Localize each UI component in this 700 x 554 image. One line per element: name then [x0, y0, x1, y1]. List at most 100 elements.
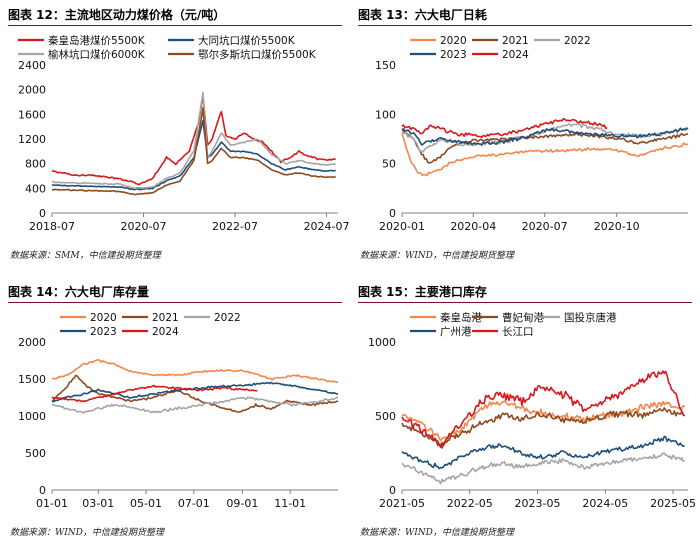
chart-source: 数据来源：WIND，中信建投期货整理 — [360, 528, 514, 538]
legend-item: 2020 — [60, 312, 117, 324]
legend-item: 秦皇岛港 — [410, 311, 482, 324]
x-tick-label: 01-01 — [36, 497, 68, 510]
x-tick-label: 07-01 — [178, 497, 210, 510]
legend-item: 2020 — [410, 35, 467, 47]
x-tick-label: 09-01 — [226, 497, 258, 510]
legend-item: 大同坑口煤价5500K — [168, 34, 296, 47]
legend-label: 曹妃甸港 — [502, 311, 544, 324]
legend-label: 2020 — [440, 35, 467, 47]
chart-title: 图表 15：主要港口库存 — [358, 285, 487, 299]
legend-item: 2023 — [60, 326, 117, 338]
y-tick-label: 2000 — [18, 84, 46, 97]
chart-panel-daily-consumption: 图表 13：六大电厂日耗 2020 2021 2022 2023 2024 0 50 100 1… — [350, 0, 700, 277]
x-axis: 2018-07 2020-07 2022-07 2024-07 — [29, 212, 350, 233]
series-line — [401, 407, 686, 449]
x-tick-label: 11-01 — [274, 497, 306, 510]
series-line — [51, 94, 336, 186]
series-line — [51, 107, 336, 196]
legend-item: 曹妃甸港 — [472, 311, 544, 324]
title-underline — [358, 25, 692, 26]
x-tick-label: 2020-07 — [522, 220, 568, 233]
chart-source: 数据来源：SMM，中信建投期货整理 — [10, 251, 161, 261]
x-tick-label: 2023-05 — [515, 497, 561, 510]
x-tick-label: 2021-05 — [379, 497, 425, 510]
x-axis: 2021-05 2022-05 2023-05 2024-05 2025-05 — [379, 489, 696, 510]
legend-label: 广州港 — [440, 326, 472, 338]
y-tick-label: 1000 — [368, 336, 396, 349]
series-line — [51, 91, 336, 190]
chart-source: 数据来源：WIND，中信建投期货整理 — [10, 528, 164, 538]
legend-item: 2024 — [472, 49, 529, 61]
y-tick-label: 0 — [389, 207, 396, 220]
legend-item: 2024 — [122, 326, 179, 338]
legend-label: 长江口 — [502, 326, 534, 338]
series-line — [401, 117, 608, 139]
x-tick-label: 03-01 — [82, 497, 114, 510]
series-line — [51, 396, 339, 414]
legend-item: 2021 — [472, 35, 529, 47]
chart-title: 图表 12：主流地区动力煤价格（元/吨） — [8, 8, 226, 22]
y-tick-label: 100 — [375, 108, 396, 121]
series-line — [51, 381, 338, 403]
legend-label: 2022 — [564, 35, 591, 47]
chart-title: 图表 14：六大电厂库存量 — [8, 285, 149, 299]
y-tick-label: 1600 — [18, 108, 46, 121]
y-axis: 0 500 1000 — [368, 336, 396, 497]
x-tick-label: 2018-07 — [29, 220, 75, 233]
y-tick-label: 500 — [25, 447, 46, 460]
legend-label: 2020 — [90, 312, 117, 324]
y-tick-label: 0 — [39, 207, 46, 220]
y-tick-label: 50 — [382, 158, 396, 171]
x-tick-label: 2022-05 — [447, 497, 493, 510]
y-tick-label: 1200 — [18, 133, 46, 146]
x-tick-label: 05-01 — [130, 497, 162, 510]
legend-label: 2023 — [90, 326, 117, 338]
x-tick-label: 2024-07 — [304, 220, 350, 233]
y-axis: 0 500 1000 1500 2000 — [18, 336, 46, 497]
legend-label: 2022 — [214, 312, 241, 324]
y-tick-label: 800 — [25, 158, 46, 171]
legend-item: 广州港 — [410, 326, 472, 338]
chart-svg: 2020 2021 2022 2023 2024 0 500 1000 1500 2000 01-0… — [18, 312, 339, 510]
series-line — [401, 435, 685, 470]
legend: 2020 2021 2022 2023 2024 — [410, 35, 591, 61]
legend-label: 榆林坑口煤价6000K — [48, 48, 146, 61]
legend-item: 2022 — [534, 35, 591, 47]
legend-label: 国投京唐港 — [564, 311, 617, 324]
legend-label: 2021 — [152, 312, 179, 324]
title-underline — [358, 302, 692, 303]
y-tick-label: 500 — [375, 410, 396, 423]
chart-source: 数据来源：WIND，中信建投期货整理 — [360, 251, 514, 261]
legend-label: 2024 — [502, 49, 529, 61]
series-line — [401, 127, 689, 146]
y-tick-label: 150 — [375, 59, 396, 72]
series-group — [401, 117, 689, 177]
y-tick-label: 2400 — [18, 59, 46, 72]
legend-item: 2021 — [122, 312, 179, 324]
legend-item: 秦皇岛港煤价5500K — [18, 34, 146, 47]
x-axis: 2020-01 2020-04 2020-07 2020-10 — [379, 212, 688, 233]
y-tick-label: 2000 — [18, 336, 46, 349]
x-tick-label: 2024-05 — [582, 497, 628, 510]
series-line — [401, 133, 689, 177]
y-tick-label: 0 — [39, 484, 46, 497]
x-tick-label: 2020-07 — [121, 220, 167, 233]
legend-item: 国投京唐港 — [534, 311, 617, 324]
legend: 秦皇岛港煤价5500K 大同坑口煤价5500K 榆林坑口煤价6000K 鄂尔多斯坑口煤… — [18, 34, 317, 61]
y-tick-label: 0 — [389, 484, 396, 497]
legend-label: 2021 — [502, 35, 529, 47]
legend-item: 2022 — [184, 312, 241, 324]
legend-label: 鄂尔多斯坑口煤价5500K — [198, 48, 317, 61]
x-tick-label: 2020-10 — [594, 220, 640, 233]
series-line — [52, 359, 339, 384]
legend-item: 2023 — [410, 49, 467, 61]
legend-label: 秦皇岛港煤价5500K — [48, 34, 146, 47]
legend-item: 鄂尔多斯坑口煤价5500K — [168, 48, 317, 61]
legend-label: 秦皇岛港 — [440, 311, 482, 324]
x-tick-label: 2020-04 — [450, 220, 496, 233]
chart-title: 图表 13：六大电厂日耗 — [358, 8, 487, 22]
legend-label: 大同坑口煤价5500K — [198, 34, 296, 47]
series-line — [51, 374, 339, 413]
